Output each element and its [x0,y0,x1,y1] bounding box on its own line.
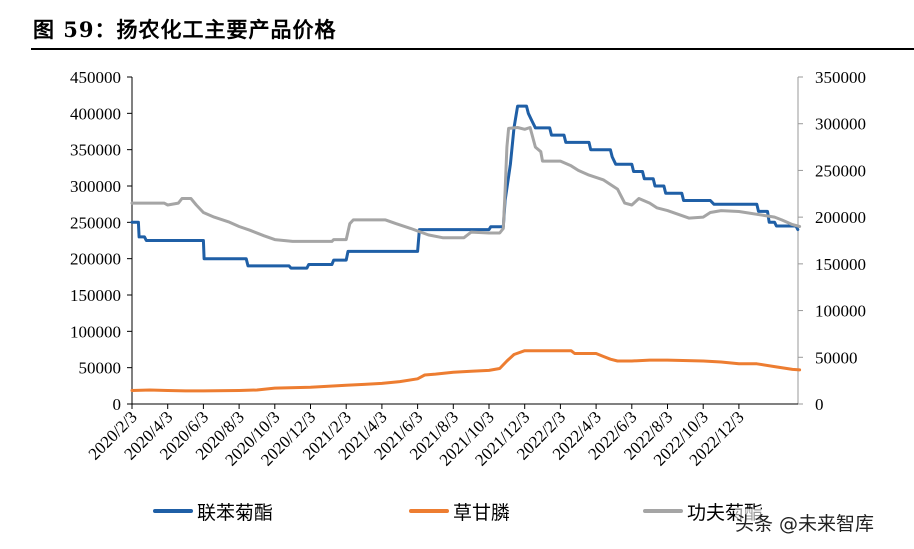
legend-item-lianbenjuzhi: 联苯菊酯 [153,496,273,526]
left-axis-tick-label: 450000 [70,68,121,87]
left-axis-tick-label: 400000 [70,104,121,123]
right-axis-tick-label: 50000 [815,348,858,367]
title-divider [31,48,914,50]
legend-item-caoganlin: 草甘膦 [409,496,510,526]
left-axis-tick-label: 150000 [70,286,121,305]
right-axis-tick-label: 350000 [815,68,866,87]
left-axis-tick-label: 50000 [79,359,122,378]
series-line [130,104,800,270]
left-axis-tick-label: 300000 [70,177,121,196]
right-axis-tick-label: 200000 [815,208,866,227]
legend-swatch [643,509,683,513]
left-axis-tick-label: 350000 [70,141,121,160]
legend-label: 草甘膦 [453,501,511,524]
legend-swatch [153,509,193,513]
left-axis-tick-label: 0 [113,395,122,414]
left-axis-tick-label: 200000 [70,250,121,269]
legend-swatch [409,509,449,513]
right-axis-tick-label: 250000 [815,161,866,180]
right-axis-tick-label: 100000 [815,302,866,321]
right-axis-tick-label: 150000 [815,255,866,274]
watermark: 头条 @未来智库 [735,509,875,536]
series-line [130,349,802,393]
right-axis-tick-label: 300000 [815,115,866,134]
left-axis-tick-label: 250000 [70,213,121,232]
figure-title: 图 59：扬农化工主要产品价格 [33,17,337,42]
series-line [130,126,802,243]
right-axis-tick-label: 0 [815,395,824,414]
left-axis-tick-label: 100000 [70,322,121,341]
legend-label: 联苯菊酯 [197,501,274,524]
